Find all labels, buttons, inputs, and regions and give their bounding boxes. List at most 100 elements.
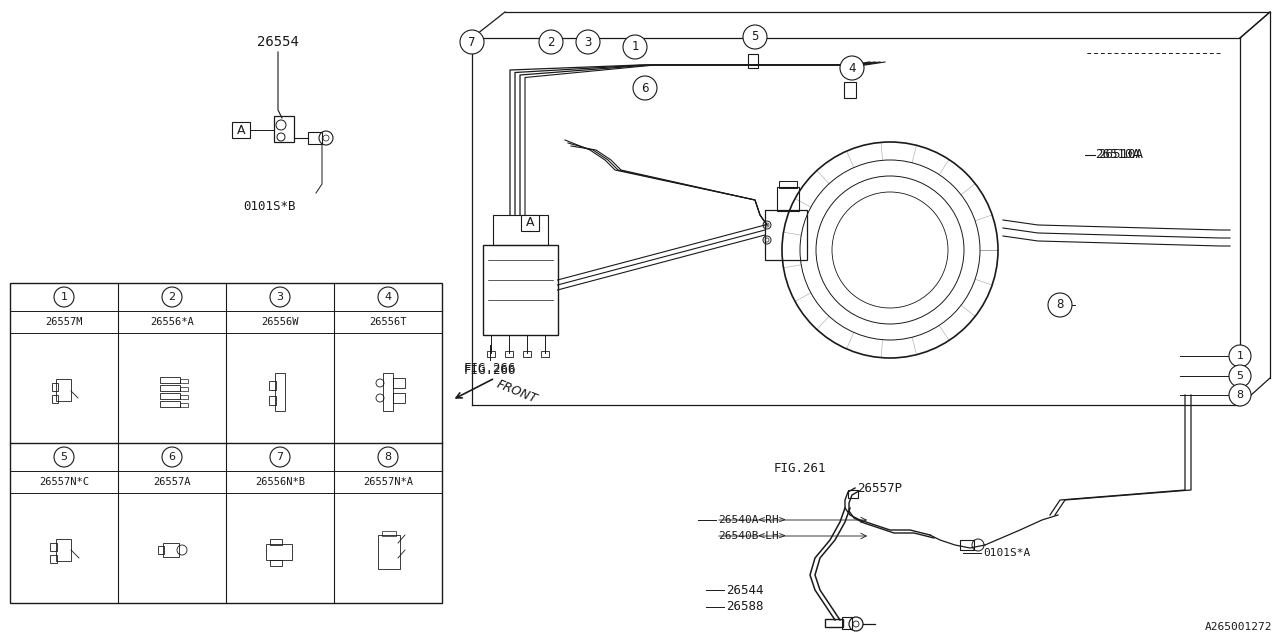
Circle shape	[460, 30, 484, 54]
Text: 26557A: 26557A	[154, 477, 191, 487]
Bar	[393, 378, 404, 388]
Text: 5: 5	[60, 452, 68, 462]
Bar	[50, 543, 58, 551]
Text: 26554: 26554	[257, 35, 300, 49]
Bar	[160, 377, 180, 383]
Text: 4: 4	[384, 292, 392, 302]
Text: 26540A<RH>: 26540A<RH>	[718, 515, 786, 525]
Text: FIG.266: FIG.266	[463, 364, 516, 376]
Bar	[844, 82, 856, 98]
Text: 26556N*B: 26556N*B	[255, 477, 305, 487]
Circle shape	[576, 30, 600, 54]
Bar	[381, 531, 396, 536]
Text: 3: 3	[276, 292, 283, 302]
Bar	[393, 393, 404, 403]
Text: 7: 7	[468, 35, 476, 49]
Text: 26557N*C: 26557N*C	[38, 477, 90, 487]
Bar	[52, 383, 58, 391]
Text: 26556*A: 26556*A	[150, 317, 193, 327]
Text: 26540B<LH>: 26540B<LH>	[718, 531, 786, 541]
Circle shape	[1048, 293, 1073, 317]
Bar	[269, 381, 276, 390]
Text: 26544: 26544	[726, 584, 763, 596]
Text: A: A	[526, 216, 534, 230]
Circle shape	[163, 447, 182, 467]
Text: 26556W: 26556W	[261, 317, 298, 327]
Bar	[378, 535, 399, 569]
Bar	[308, 132, 323, 144]
Bar	[232, 122, 250, 138]
Bar	[160, 385, 180, 391]
Bar	[180, 403, 188, 407]
Text: 2: 2	[548, 35, 554, 49]
Bar	[748, 54, 758, 68]
Circle shape	[840, 56, 864, 80]
Bar	[275, 373, 285, 411]
Text: 26557P: 26557P	[858, 481, 902, 495]
Bar	[383, 373, 393, 411]
Text: FIG.266: FIG.266	[463, 362, 516, 374]
Circle shape	[623, 35, 646, 59]
Text: 0101S*A: 0101S*A	[983, 548, 1030, 558]
Bar	[180, 387, 188, 391]
Bar	[486, 351, 494, 357]
Bar	[483, 245, 558, 335]
Bar	[269, 396, 276, 405]
Bar	[493, 215, 548, 245]
Bar	[504, 351, 512, 357]
Circle shape	[378, 287, 398, 307]
Circle shape	[270, 447, 291, 467]
Text: 26557M: 26557M	[45, 317, 83, 327]
Circle shape	[54, 287, 74, 307]
Bar	[10, 283, 442, 603]
Text: 26556T: 26556T	[369, 317, 407, 327]
Circle shape	[163, 287, 182, 307]
Text: 3: 3	[584, 35, 591, 49]
Text: 1: 1	[631, 40, 639, 54]
Bar	[960, 540, 974, 550]
Bar	[522, 351, 530, 357]
Circle shape	[1229, 365, 1251, 387]
Circle shape	[1229, 384, 1251, 406]
Circle shape	[1229, 345, 1251, 367]
Text: 5: 5	[1236, 371, 1243, 381]
Circle shape	[378, 447, 398, 467]
Text: 5: 5	[751, 31, 759, 44]
Circle shape	[742, 25, 767, 49]
Bar	[540, 351, 549, 357]
Text: 26588: 26588	[726, 600, 763, 614]
Text: 2: 2	[169, 292, 175, 302]
Bar	[266, 544, 292, 560]
Text: 6: 6	[169, 452, 175, 462]
Text: FIG.261: FIG.261	[773, 461, 827, 474]
Bar	[50, 555, 58, 563]
Bar	[56, 539, 70, 561]
Text: 26557N*A: 26557N*A	[364, 477, 413, 487]
Text: A: A	[237, 124, 246, 136]
Circle shape	[270, 287, 291, 307]
Text: 1: 1	[60, 292, 68, 302]
Bar	[274, 116, 294, 142]
Text: 7: 7	[276, 452, 284, 462]
Text: 8: 8	[1056, 298, 1064, 312]
Bar	[270, 539, 282, 545]
Text: 8: 8	[384, 452, 392, 462]
Bar	[842, 617, 852, 629]
Bar	[180, 379, 188, 383]
Circle shape	[54, 447, 74, 467]
Text: 4: 4	[849, 61, 856, 74]
Bar	[777, 187, 799, 211]
Text: 0101S*B: 0101S*B	[243, 200, 296, 214]
Text: A265001272: A265001272	[1204, 622, 1272, 632]
Text: FRONT: FRONT	[495, 378, 539, 406]
Bar	[56, 379, 70, 401]
Text: 8: 8	[1236, 390, 1244, 400]
Bar	[780, 181, 797, 188]
Bar	[826, 619, 844, 627]
Bar	[160, 393, 180, 399]
Bar	[180, 395, 188, 399]
Bar	[52, 395, 58, 403]
Circle shape	[634, 76, 657, 100]
Bar	[163, 543, 179, 557]
Text: 6: 6	[641, 81, 649, 95]
